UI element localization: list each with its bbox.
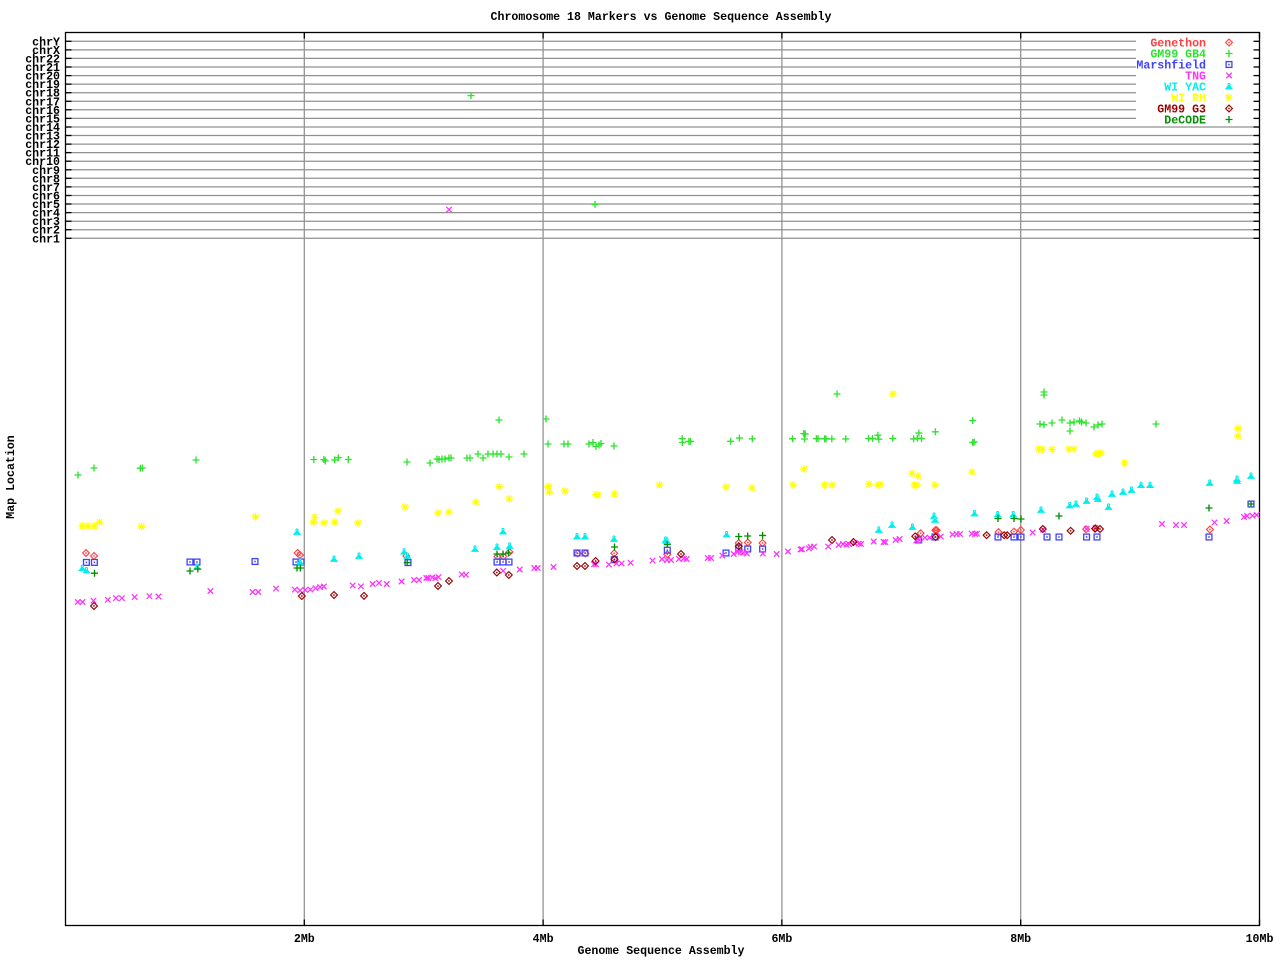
svg-text:chr13: chr13 [25,131,60,144]
svg-text:WI YAC: WI YAC [1164,82,1206,95]
svg-text:chr21: chr21 [25,62,60,75]
svg-text:chr7: chr7 [32,182,60,195]
svg-text:chr12: chr12 [25,139,60,152]
svg-text:WI RH: WI RH [1171,93,1206,106]
svg-text:chr16: chr16 [25,105,60,118]
svg-text:2Mb: 2Mb [294,933,315,946]
svg-text:chr2: chr2 [32,225,60,238]
svg-text:8Mb: 8Mb [1010,933,1031,946]
svg-text:chr19: chr19 [25,79,60,92]
svg-text:chr4: chr4 [32,208,60,221]
svg-text:Genome Sequence Assembly: Genome Sequence Assembly [578,945,745,958]
svg-text:chr17: chr17 [25,96,60,109]
svg-text:10Mb: 10Mb [1246,933,1274,946]
svg-text:chr15: chr15 [25,113,60,126]
svg-text:GM99 G3: GM99 G3 [1157,104,1206,117]
svg-text:TNG: TNG [1185,71,1206,84]
svg-text:Map Location: Map Location [5,435,18,519]
svg-text:chr9: chr9 [32,165,60,178]
svg-text:Marshfield: Marshfield [1136,60,1206,73]
svg-text:chr18: chr18 [25,88,60,101]
svg-text:chr3: chr3 [32,216,60,229]
svg-text:chrX: chrX [32,45,60,58]
svg-text:6Mb: 6Mb [771,933,792,946]
svg-text:4Mb: 4Mb [533,933,554,946]
svg-text:GM99 GB4: GM99 GB4 [1150,49,1206,62]
svg-text:chr5: chr5 [32,199,60,212]
svg-text:chr8: chr8 [32,173,60,186]
svg-text:Chromosome 18 Markers vs Genom: Chromosome 18 Markers vs Genome Sequence… [491,11,832,24]
svg-text:chr6: chr6 [32,191,60,204]
svg-text:chrY: chrY [32,36,60,49]
svg-text:chr10: chr10 [25,156,60,169]
svg-text:DeCODE: DeCODE [1164,115,1206,128]
svg-text:Genethon: Genethon [1150,38,1206,51]
svg-text:chr22: chr22 [25,53,60,66]
svg-text:chr1: chr1 [32,233,60,246]
svg-text:chr20: chr20 [25,71,60,84]
svg-text:chr11: chr11 [25,148,60,161]
svg-text:chr14: chr14 [25,122,60,135]
